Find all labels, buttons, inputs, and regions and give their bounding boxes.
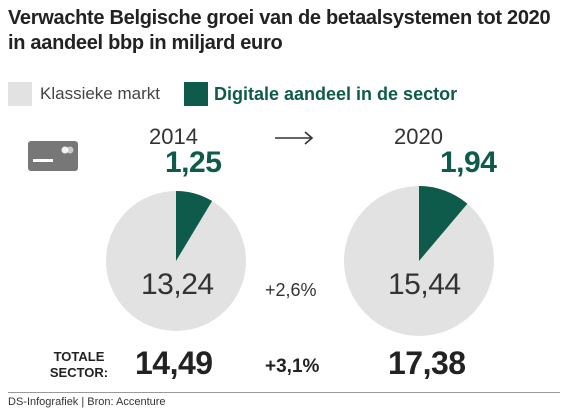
total-sector-label: TOTALE SECTOR: — [49, 349, 109, 380]
legend-swatch-classic — [8, 82, 32, 106]
pie-2020 — [344, 186, 494, 336]
footer-source: DS-Infografiek | Bron: Accenture — [8, 396, 166, 408]
total-value-2020: 17,38 — [388, 345, 466, 381]
digital-value-2014: 1,25 — [165, 146, 222, 179]
digital-value-2020: 1,94 — [440, 146, 497, 179]
legend-label-digital: Digitale aandeel in de sector — [214, 84, 458, 104]
chart-title: Verwachte Belgische groei van de betaals… — [8, 7, 551, 54]
legend-swatch-digital — [184, 82, 208, 106]
credit-card-icon — [28, 141, 78, 171]
legend-label-classic: Klassieke markt — [40, 84, 160, 103]
pie-2014 — [106, 191, 246, 331]
footer-divider — [8, 392, 560, 393]
year-label-2014: 2014 — [149, 124, 198, 149]
classic-value-2014: 13,24 — [141, 268, 214, 301]
classic-growth-label: +2,6% — [265, 280, 317, 300]
arrow-right-icon — [275, 130, 315, 146]
year-label-2020: 2020 — [394, 124, 443, 149]
classic-value-2020: 15,44 — [388, 268, 461, 301]
total-growth-label: +3,1% — [265, 356, 320, 377]
total-value-2014: 14,49 — [135, 345, 213, 381]
pie-slice-digital-2014 — [176, 191, 213, 261]
pie-slice-digital-2020 — [419, 186, 468, 261]
